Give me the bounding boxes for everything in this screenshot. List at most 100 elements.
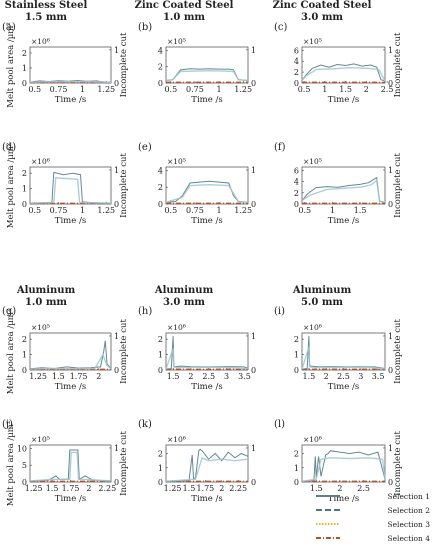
y-tick-label: 0 xyxy=(158,478,163,487)
y-right-axis-label: Incomplete cut xyxy=(119,153,129,218)
x-tick-label: 0.5 xyxy=(28,206,41,215)
y-right-tick-label: 0 xyxy=(114,200,119,209)
x-tick-label: 0.75 xyxy=(186,85,204,94)
x-axis-label: Time /s xyxy=(191,95,222,105)
x-tick-label: 2.5 xyxy=(381,85,394,94)
x-axis-label: Time /s xyxy=(328,494,359,504)
y-right-tick-label: 1 xyxy=(114,332,119,341)
x-tick-label: 1.25 xyxy=(29,372,47,381)
x-tick-label: 1.25 xyxy=(97,206,115,215)
x-tick-label: 3.5 xyxy=(372,372,385,381)
y-right-axis-label: Incomplete cut xyxy=(393,431,403,496)
section-title-material: Zinc Coated Steel xyxy=(273,0,372,11)
x-tick-label: 1.25 xyxy=(234,206,252,215)
y-multiplier: ×10⁵ xyxy=(31,323,50,332)
y-right-axis-label: Incomplete cut xyxy=(393,319,403,384)
y-right-tick-label: 1 xyxy=(114,444,119,453)
x-axis-label: Time /s xyxy=(328,95,359,105)
y-multiplier: ×10⁶ xyxy=(167,435,186,444)
y-tick-label: 6 xyxy=(294,166,299,175)
legend-label: Selection 1 xyxy=(387,492,430,501)
section-title-thickness: 3.0 mm xyxy=(163,297,205,308)
chart-panel: (k) ×10⁶ 1.25 1.5 1.75 2 2.25 0 1 2 0 1 Time /s xyxy=(138,419,256,504)
y-tick-label: 0 xyxy=(22,200,27,209)
axes-frame xyxy=(29,46,112,84)
section-title-thickness: 1.5 mm xyxy=(25,12,67,23)
x-tick-label: 3 xyxy=(358,372,363,381)
series-line xyxy=(165,336,249,370)
axes-frame xyxy=(165,46,249,84)
chart-panel: (l) ×10⁶ 1.5 2 2.5 0 1 2 0 1 Time /s Incomplete cut xyxy=(274,419,403,504)
y-right-tick-label: 0 xyxy=(388,366,393,375)
x-tick-label: 0.75 xyxy=(186,206,204,215)
series-line xyxy=(301,179,386,203)
y-right-axis-label: Incomplete cut xyxy=(119,431,129,496)
x-tick-label: 1.25 xyxy=(97,85,115,94)
y-tick-label: 2 xyxy=(294,189,299,198)
y-multiplier: ×10⁵ xyxy=(167,157,186,166)
y-tick-label: 0 xyxy=(158,366,163,375)
y-multiplier: ×10⁶ xyxy=(167,323,186,332)
y-tick-label: 2 xyxy=(158,335,163,344)
y-right-tick-label: 0 xyxy=(114,79,119,88)
x-axis-label: Time /s xyxy=(55,494,86,504)
section-title-material: Aluminum xyxy=(16,285,76,296)
x-tick-label: 1.25 xyxy=(164,484,182,493)
series-line xyxy=(301,457,386,482)
series-line xyxy=(165,456,249,482)
panel-letter: (h) xyxy=(138,306,152,317)
y-tick-label: 1 xyxy=(294,464,299,473)
y-tick-label: 1 xyxy=(22,185,27,194)
x-tick-label: 1.5 xyxy=(303,372,316,381)
section-title-material: Stainless Steel xyxy=(5,0,88,11)
x-tick-label: 0.75 xyxy=(50,206,68,215)
legend-label: Selection 4 xyxy=(387,534,430,543)
y-tick-label: 1 xyxy=(294,351,299,360)
y-multiplier: ×10⁶ xyxy=(31,37,50,46)
x-tick-label: 1 xyxy=(322,85,327,94)
y-right-tick-label: 1 xyxy=(388,166,393,175)
y-tick-label: 2 xyxy=(294,450,299,459)
x-tick-label: 2 xyxy=(86,484,91,493)
y-right-tick-label: 1 xyxy=(388,46,393,55)
x-tick-label: 0.5 xyxy=(164,206,177,215)
x-tick-label: 1.5 xyxy=(167,372,180,381)
y-tick-label: 0 xyxy=(294,366,299,375)
x-tick-label: 1.5 xyxy=(52,372,65,381)
y-tick-label: 2 xyxy=(22,49,27,58)
x-tick-label: 2.5 xyxy=(337,372,350,381)
x-axis-label: Time /s xyxy=(55,216,86,226)
series-line xyxy=(29,171,112,204)
x-axis-label: Time /s xyxy=(191,382,222,392)
x-tick-label: 0.5 xyxy=(298,85,311,94)
x-tick-label: 1 xyxy=(80,206,85,215)
series-line xyxy=(29,352,112,370)
section-title-material: Zinc Coated Steel xyxy=(135,0,234,11)
y-tick-label: 0 xyxy=(294,200,299,209)
series-line xyxy=(29,340,112,370)
legend: Selection 1 Selection 2 Selection 3 Selecti… xyxy=(316,492,430,543)
panel-letter: (g) xyxy=(2,306,16,317)
x-tick-label: 2 xyxy=(96,372,101,381)
y-tick-label: 2 xyxy=(158,183,163,192)
x-tick-label: 1.75 xyxy=(70,372,88,381)
series-line xyxy=(29,80,112,84)
y-right-tick-label: 1 xyxy=(114,166,119,175)
y-tick-label: 1 xyxy=(158,351,163,360)
y-axis-label: Melt pool area /µm² xyxy=(6,309,16,394)
axes-frame xyxy=(165,332,249,371)
series-line xyxy=(165,69,249,82)
y-multiplier: ×10⁵ xyxy=(303,157,322,166)
panel-letter: (e) xyxy=(138,142,152,153)
y-tick-label: 2 xyxy=(294,68,299,77)
legend-label: Selection 2 xyxy=(387,506,430,515)
x-tick-label: 2 xyxy=(188,372,193,381)
y-right-tick-label: 0 xyxy=(388,79,393,88)
